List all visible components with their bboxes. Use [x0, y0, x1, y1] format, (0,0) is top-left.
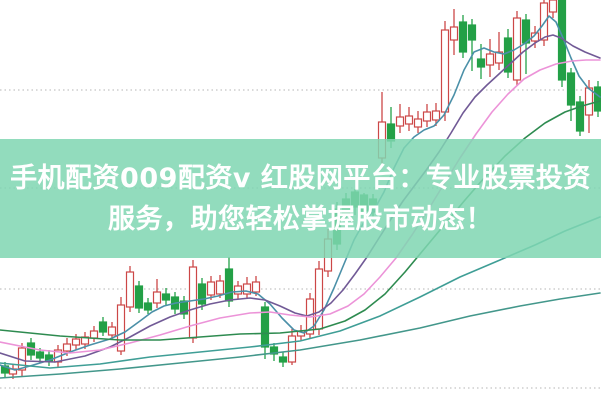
candle-up: [125, 266, 135, 312]
candle-down: [503, 29, 513, 78]
candle-down: [467, 19, 477, 71]
candle-up: [548, 0, 558, 18]
candle-down: [593, 81, 601, 117]
candle-down: [161, 288, 171, 305]
candle-down: [575, 96, 585, 136]
candle-up: [422, 104, 432, 127]
candle-up: [89, 326, 99, 342]
candle-down: [458, 15, 468, 58]
candle-up: [107, 322, 117, 339]
candle-up: [413, 111, 423, 133]
candle-up: [395, 104, 405, 133]
candle-up: [233, 281, 243, 299]
headline-overlay: 手机配资009配资v 红股网平台：专业股票投资 服务，助您轻松掌握股市动态！: [0, 139, 601, 258]
candle-down: [44, 350, 54, 366]
ma-line-ma-pink: [0, 59, 601, 354]
headline-line-2: 服务，助您轻松掌握股市动态！: [108, 203, 493, 235]
candle-up: [440, 21, 450, 121]
candle-down: [260, 302, 270, 359]
candle-down: [134, 281, 144, 313]
candle-down: [278, 352, 288, 367]
candle-up: [152, 279, 162, 308]
candles: [0, 0, 601, 379]
candle-up: [404, 107, 414, 131]
candle-up: [485, 39, 495, 77]
candle-up: [242, 277, 252, 298]
candle-up: [431, 103, 441, 126]
candle-up: [449, 9, 459, 55]
ma-line-ma-teal-long: [0, 292, 601, 379]
headline-line-1: 手机配资009配资v 红股网平台：专业股票投资: [10, 162, 591, 194]
candle-up: [314, 261, 324, 335]
candle-down: [197, 278, 207, 310]
candle-down: [269, 343, 279, 361]
ma-line-ma-green: [0, 100, 601, 341]
candle-down: [566, 68, 576, 121]
candle-up: [215, 275, 225, 298]
candle-up: [251, 276, 261, 296]
candle-up: [206, 276, 216, 300]
candle-down: [98, 317, 108, 336]
candle-up: [287, 329, 297, 365]
candle-down: [557, 0, 567, 87]
candle-down: [179, 296, 189, 319]
candle-down: [143, 298, 153, 314]
candle-up: [494, 32, 504, 70]
